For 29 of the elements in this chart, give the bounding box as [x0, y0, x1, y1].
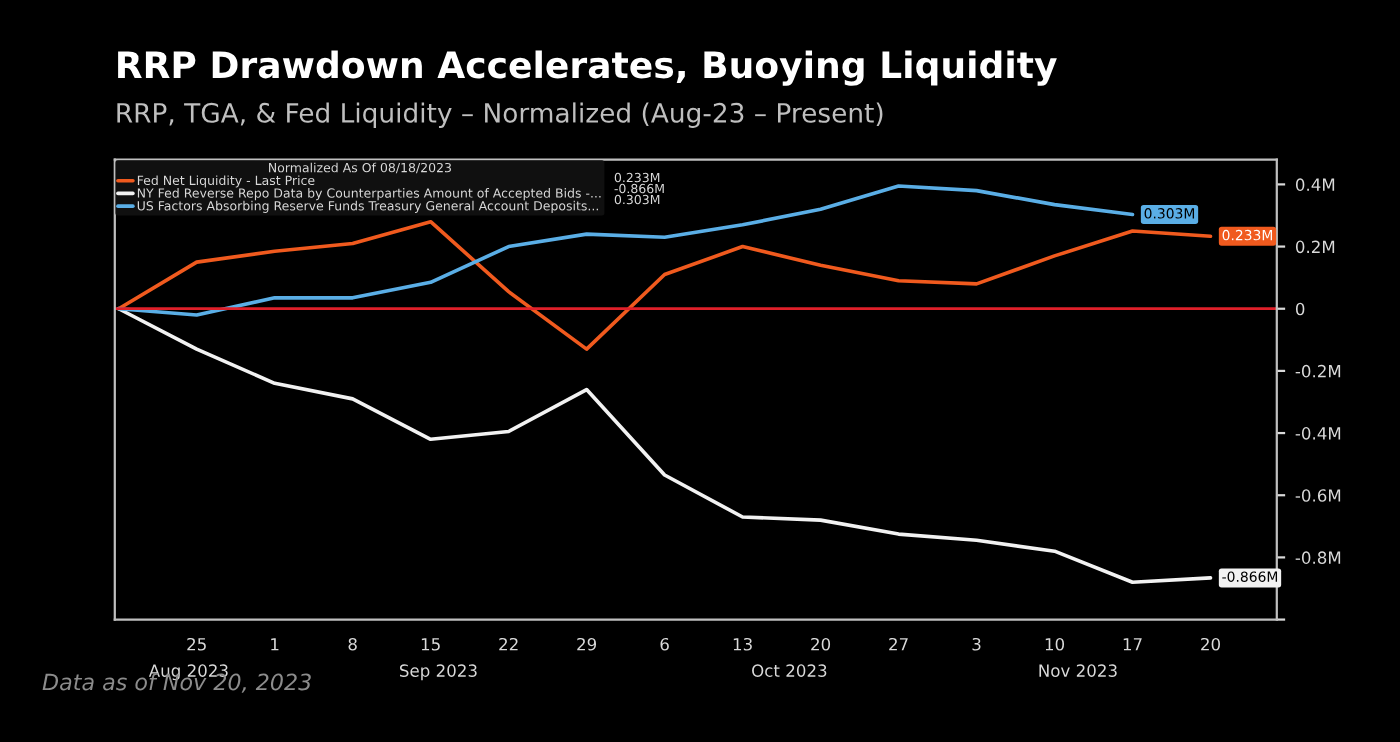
y-tick-label: 0.2M [1295, 240, 1335, 254]
x-tick-label: 8 [348, 637, 357, 651]
chart-subtitle: RRP, TGA, & Fed Liquidity – Normalized (Aug-23 – Present) [117, 102, 883, 128]
y-tick-label: 0.4M [1295, 178, 1335, 191]
x-tick-label: 27 [889, 637, 908, 651]
x-tick-label: 29 [577, 637, 597, 651]
text: Oct 2023 [752, 664, 827, 677]
x-tick-label: 6 [660, 637, 669, 651]
x-tick-label: 25 [187, 637, 206, 651]
y-tick-label: -0.8M [1295, 551, 1341, 564]
line-series [116, 184, 1135, 317]
x-tick-label: 20 [811, 637, 831, 651]
text: Nov 2023 [1039, 664, 1117, 677]
x-tick-label: 3 [972, 637, 981, 651]
line-series [116, 219, 1213, 351]
y-tick-label: -0.4M [1295, 427, 1341, 440]
x-tick-label: 10 [1045, 637, 1065, 651]
x-tick-label: 1 [271, 638, 279, 651]
x-tick-label: 20 [1201, 637, 1221, 651]
x-tick-label: 15 [421, 638, 440, 651]
x-tick-label: 17 [1123, 638, 1142, 651]
y-tick-label: -0.6M [1295, 489, 1341, 502]
x-tick-label: 22 [499, 637, 518, 651]
text: Sep 2023 [399, 664, 477, 681]
chart-title: RRP Drawdown Accelerates, Buoying Liquidity [118, 50, 1057, 86]
line-series [116, 306, 1213, 585]
x-tick-label: 13 [733, 637, 752, 651]
y-tick-label: -0.2M [1295, 364, 1341, 378]
y-tick-label: 0 [1295, 302, 1305, 316]
